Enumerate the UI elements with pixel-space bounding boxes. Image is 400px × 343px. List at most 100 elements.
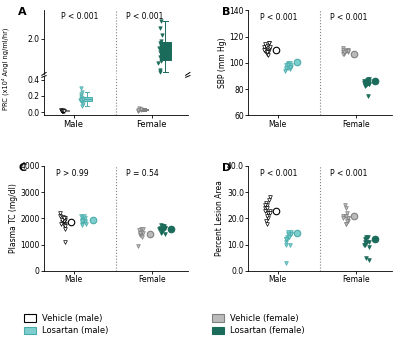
Point <box>79 101 86 107</box>
Point <box>156 41 163 46</box>
Point <box>139 234 146 239</box>
Point <box>344 210 350 216</box>
Point <box>78 220 85 225</box>
Point <box>59 108 65 113</box>
Point <box>282 237 289 242</box>
Point <box>263 218 270 224</box>
Text: P < 0.001: P < 0.001 <box>260 169 297 178</box>
Point <box>79 89 85 95</box>
Point <box>283 260 289 266</box>
Point <box>294 230 300 236</box>
Point <box>288 232 294 237</box>
Point <box>135 243 142 249</box>
Point <box>345 47 351 52</box>
Point <box>160 224 166 229</box>
Point <box>266 210 273 216</box>
Point <box>343 221 349 226</box>
Point <box>365 80 372 85</box>
Point <box>364 234 371 239</box>
Point <box>341 51 347 56</box>
Point <box>272 208 279 213</box>
Point <box>157 69 163 75</box>
Text: P = 0.54: P = 0.54 <box>126 169 159 178</box>
Point <box>266 197 272 203</box>
Point <box>284 234 290 239</box>
Point <box>285 229 291 234</box>
Point <box>261 44 268 50</box>
Point <box>261 47 268 52</box>
Point <box>58 217 65 223</box>
Point <box>58 109 65 114</box>
Point <box>364 93 371 98</box>
Point <box>157 225 164 230</box>
Point <box>78 99 85 104</box>
Point <box>78 93 84 99</box>
Point <box>77 92 84 97</box>
Point <box>160 226 167 232</box>
Point <box>158 222 164 228</box>
Point <box>137 232 143 237</box>
Point <box>158 227 164 233</box>
Point <box>159 226 166 232</box>
Point <box>62 216 68 221</box>
Point <box>158 38 164 44</box>
Point <box>366 258 372 263</box>
Point <box>343 221 349 226</box>
Point <box>262 208 268 213</box>
Point <box>344 47 350 52</box>
Point <box>79 218 85 224</box>
Point <box>363 234 369 239</box>
Point <box>363 255 369 261</box>
Point <box>366 81 372 87</box>
Point <box>78 98 84 104</box>
Point <box>265 210 271 216</box>
Point <box>79 217 86 223</box>
Point <box>288 229 294 234</box>
Point <box>136 107 142 113</box>
Point <box>138 226 144 232</box>
Point <box>340 216 346 221</box>
Point <box>82 218 88 224</box>
Point <box>134 108 141 113</box>
Point <box>351 51 357 56</box>
Point <box>136 227 142 233</box>
Point <box>79 222 86 228</box>
Point <box>282 67 289 72</box>
Point <box>341 50 347 55</box>
Point <box>262 48 268 54</box>
Point <box>341 202 348 208</box>
Text: D: D <box>222 163 232 173</box>
Point <box>80 214 86 220</box>
Point <box>146 231 153 236</box>
Text: PRC (x10⁴ AngI ng/ml/hr): PRC (x10⁴ AngI ng/ml/hr) <box>2 27 9 110</box>
Point <box>283 239 290 245</box>
Point <box>157 67 164 73</box>
Point <box>286 234 292 239</box>
PathPatch shape <box>140 109 148 110</box>
Point <box>285 66 291 71</box>
Y-axis label: Plasma TC (mg/dl): Plasma TC (mg/dl) <box>8 184 18 253</box>
Point <box>343 205 350 211</box>
Point <box>158 230 164 236</box>
Point <box>138 106 144 112</box>
Text: P < 0.001: P < 0.001 <box>126 12 163 21</box>
Point <box>286 64 293 70</box>
Point <box>366 239 372 245</box>
Point <box>79 96 86 101</box>
Point <box>158 58 164 64</box>
Text: B: B <box>222 7 231 17</box>
Point <box>267 44 273 50</box>
Point <box>78 100 85 105</box>
PathPatch shape <box>160 42 171 60</box>
Point <box>365 76 371 81</box>
Point <box>372 79 378 84</box>
Point <box>138 107 144 113</box>
Point <box>344 218 350 224</box>
Point <box>343 213 349 218</box>
Point <box>363 82 370 88</box>
Point <box>61 216 68 221</box>
Point <box>351 213 357 218</box>
Point <box>360 242 367 247</box>
Point <box>288 63 294 68</box>
Text: C: C <box>18 163 26 173</box>
